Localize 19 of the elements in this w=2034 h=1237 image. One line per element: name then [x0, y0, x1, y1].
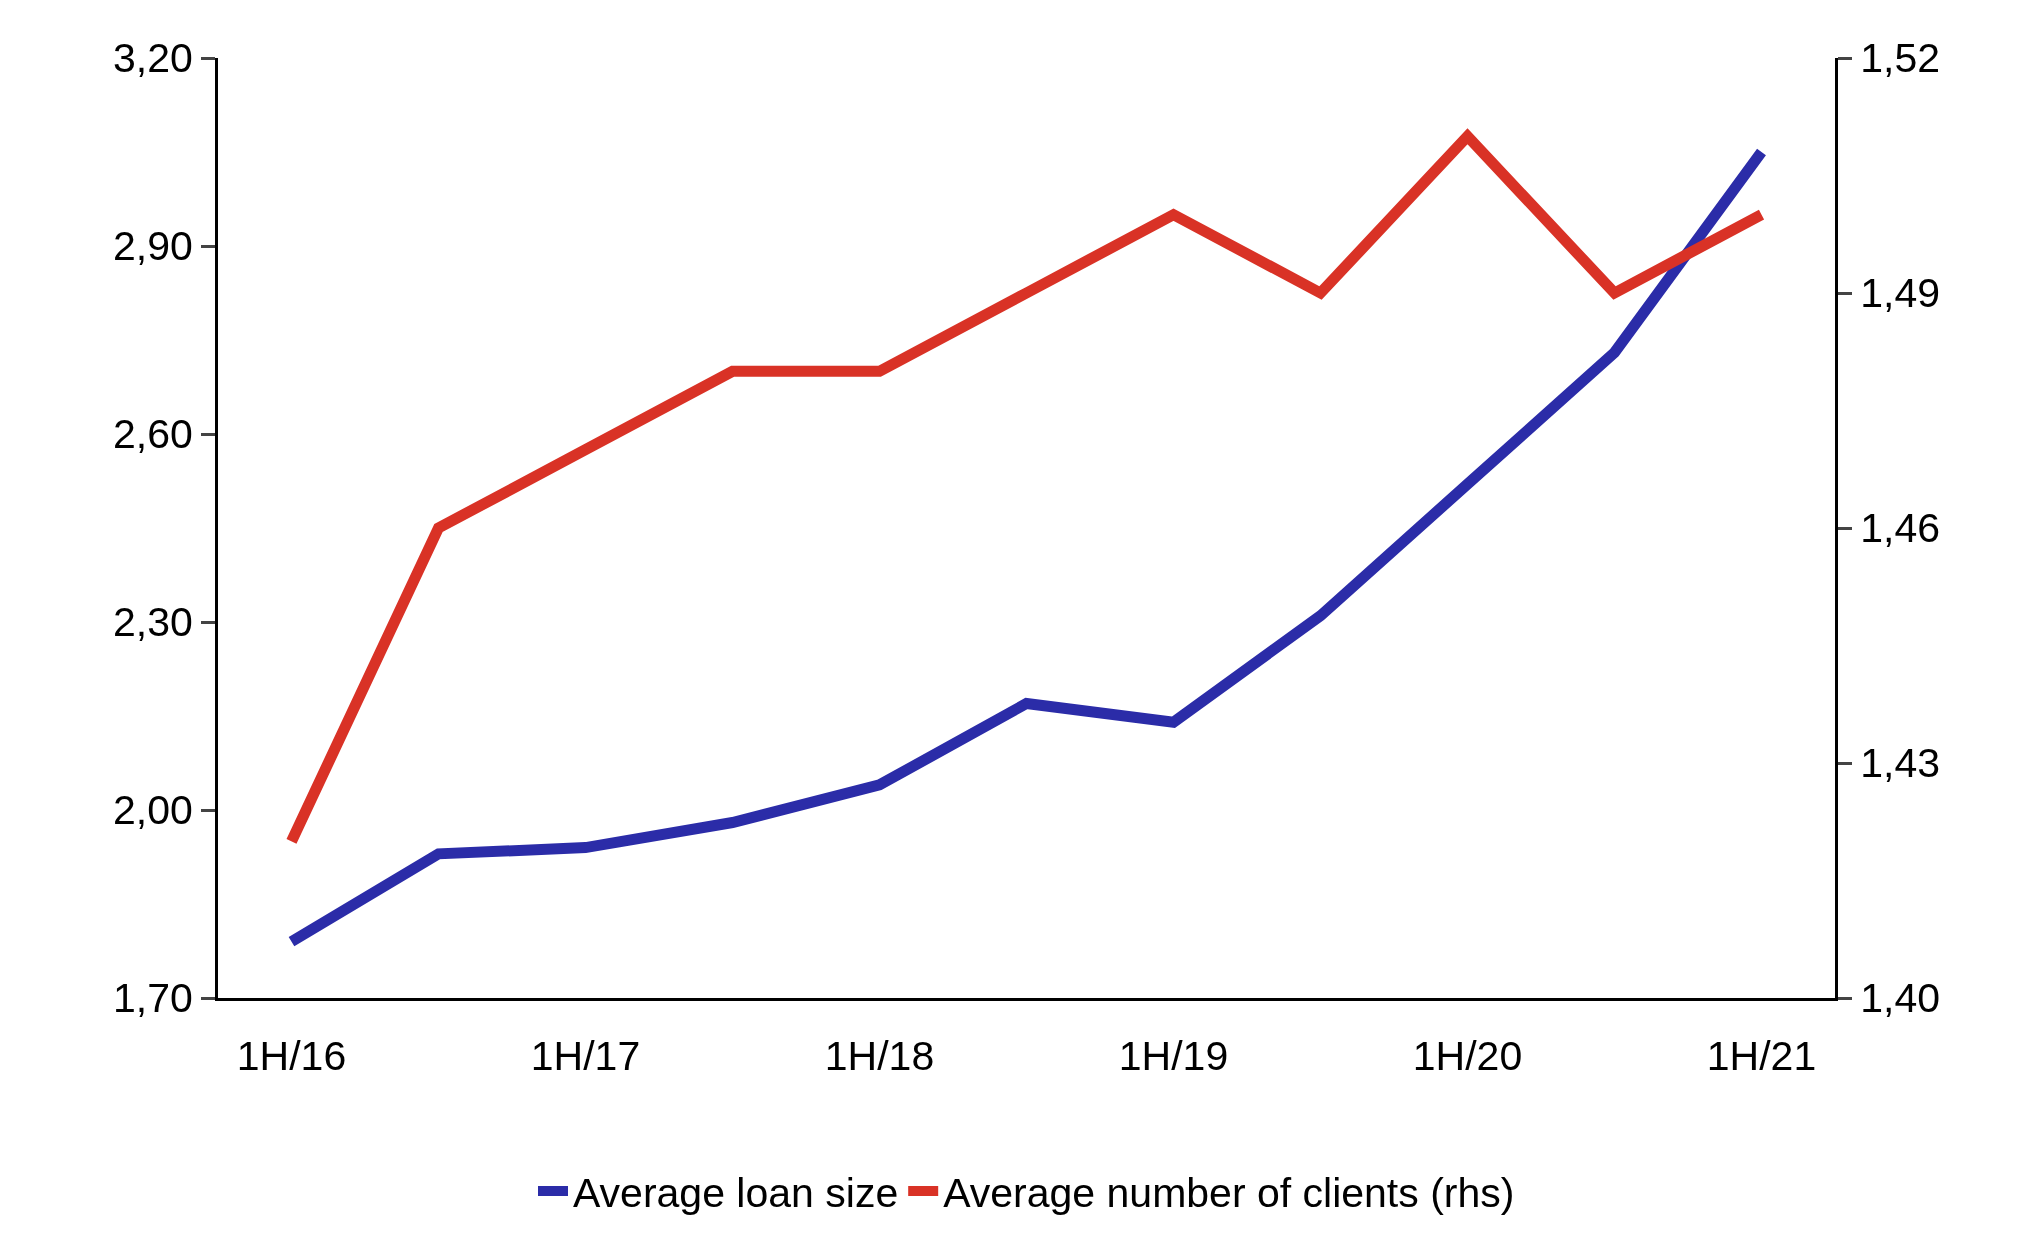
legend-label: Average loan size [573, 1169, 899, 1216]
x-tick-label: 1H/18 [824, 1033, 935, 1080]
y-tick-label: 3,20 [112, 35, 193, 82]
x-tick-label: 1H/17 [530, 1033, 641, 1080]
x-tick-label: 1H/20 [1412, 1033, 1523, 1080]
x-tick-label: 1H/19 [1118, 1033, 1229, 1080]
y-tick-label: 1,70 [112, 975, 193, 1022]
y2-tick-label: 1,40 [1860, 975, 1941, 1022]
x-tick-label: 1H/16 [236, 1033, 347, 1080]
x-tick-label: 1H/21 [1706, 1033, 1817, 1080]
y2-tick-label: 1,49 [1860, 270, 1941, 317]
y-tick-label: 2,60 [112, 411, 193, 458]
y-tick-label: 2,00 [112, 787, 193, 834]
y2-tick-label: 1,46 [1860, 505, 1941, 552]
y2-tick-label: 1,52 [1860, 35, 1941, 82]
legend-label: Average number of clients (rhs) [943, 1169, 1515, 1216]
y-tick-label: 2,30 [112, 599, 193, 646]
y-tick-label: 2,90 [112, 223, 193, 270]
y2-tick-label: 1,43 [1860, 740, 1941, 787]
